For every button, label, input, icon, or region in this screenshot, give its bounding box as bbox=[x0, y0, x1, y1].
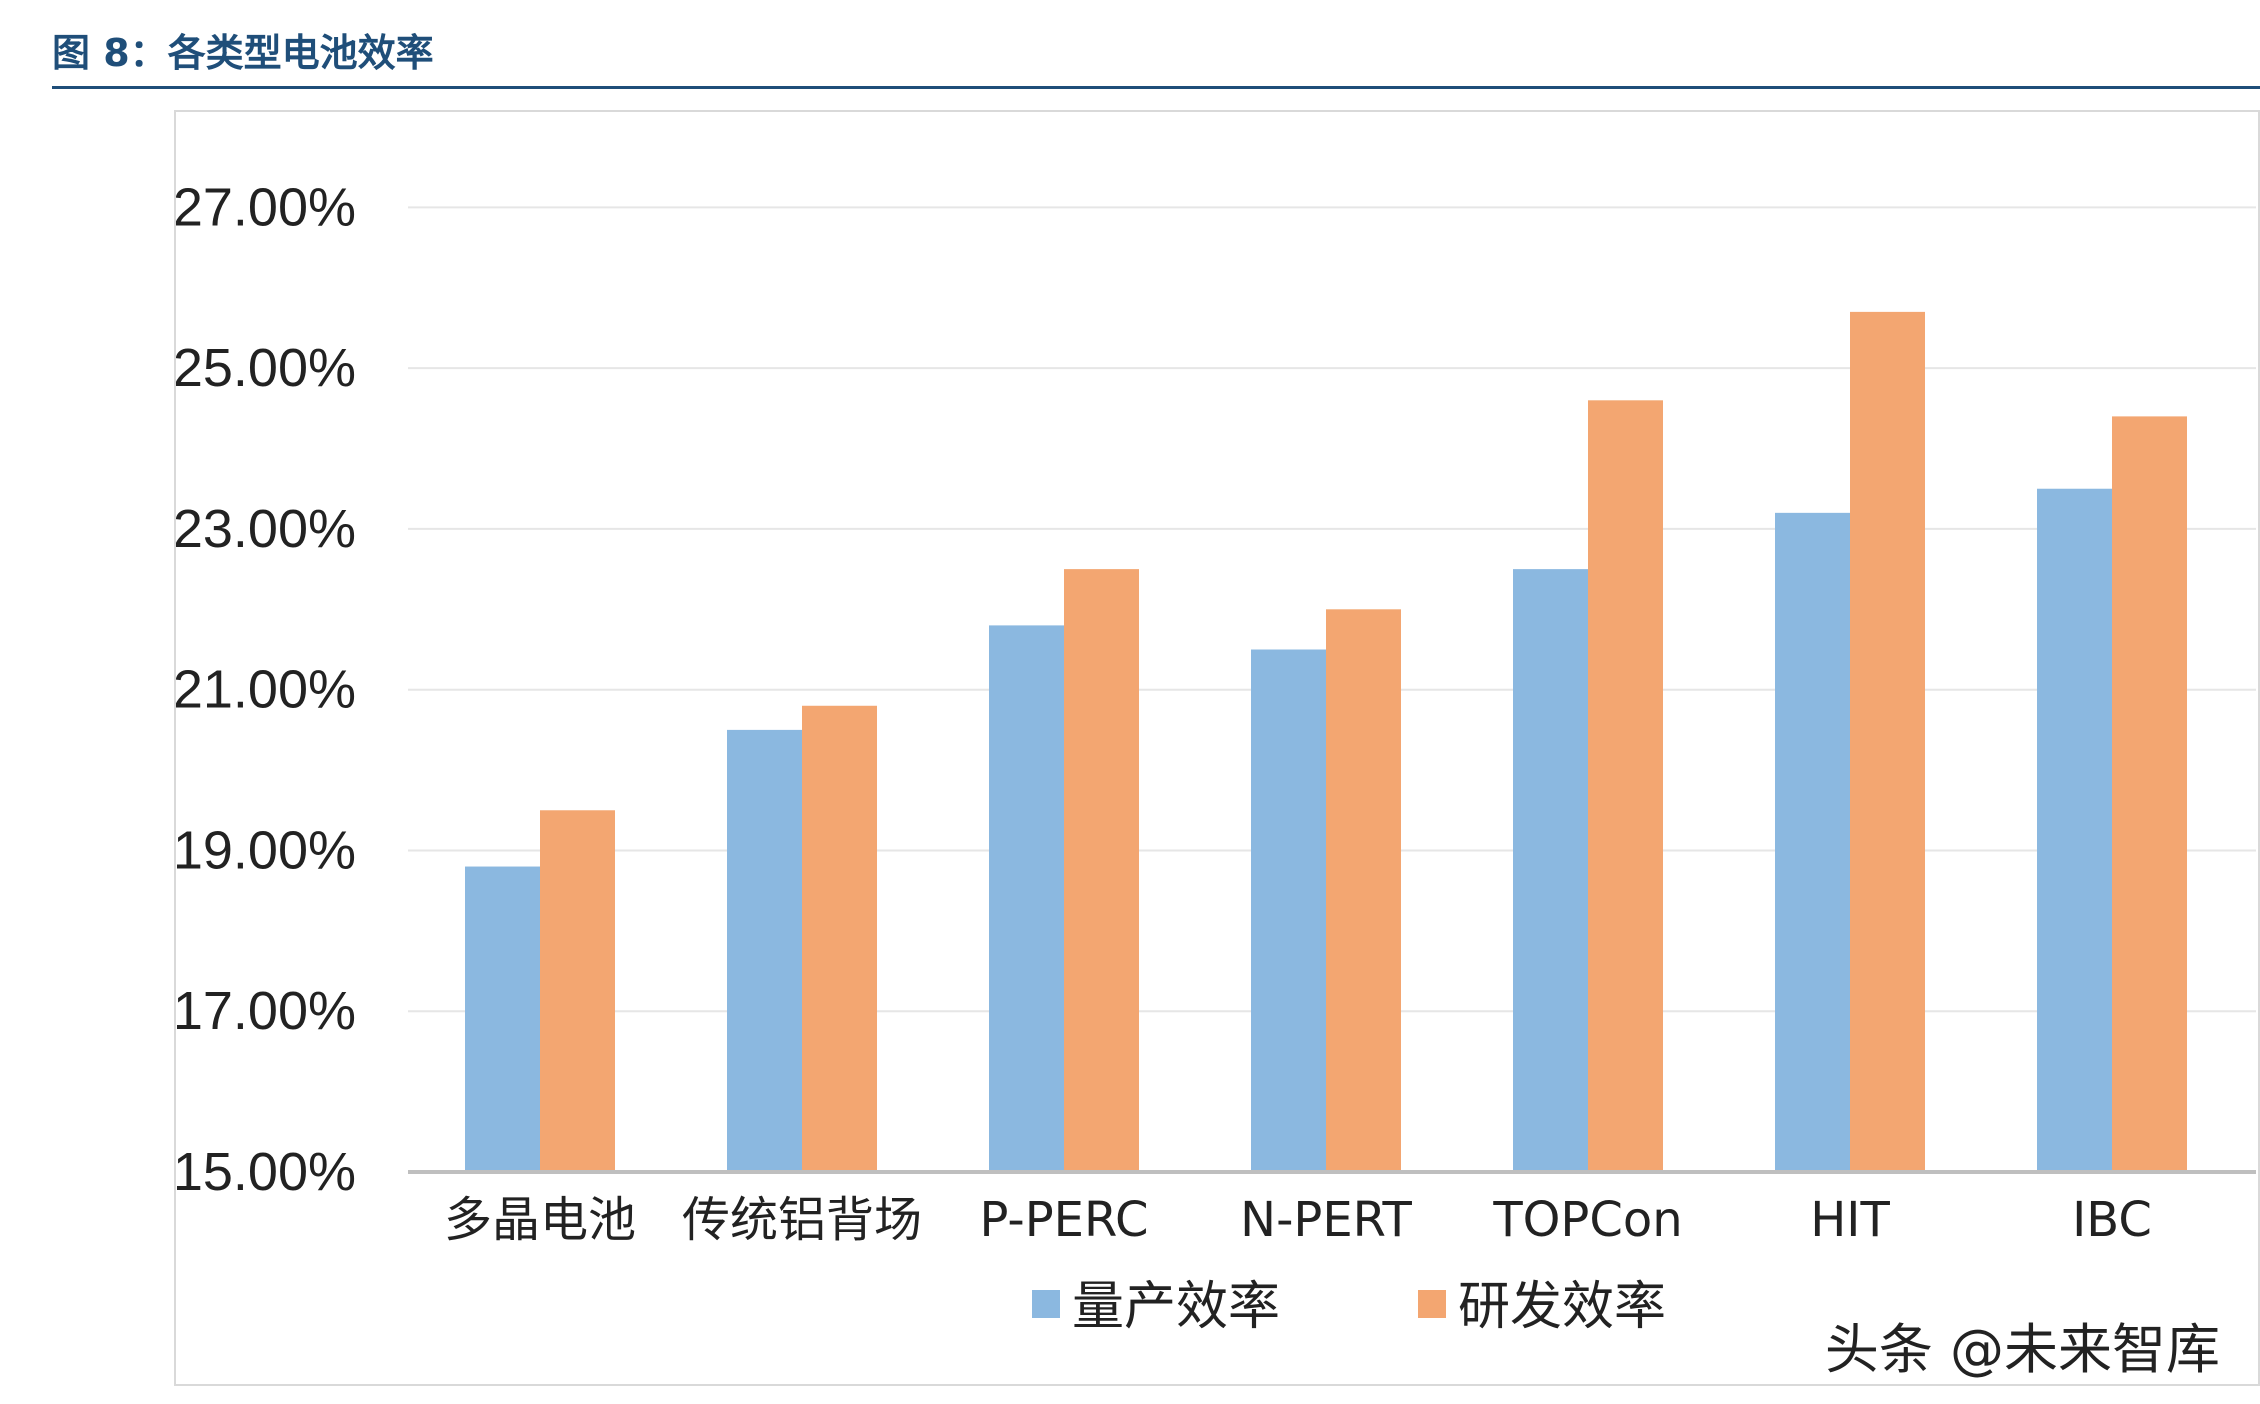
x-tick-label: IBC bbox=[2072, 1192, 2152, 1248]
y-tick-label: 25.00% bbox=[176, 338, 356, 398]
bar bbox=[1326, 609, 1401, 1172]
bar bbox=[727, 729, 802, 1172]
x-tick-label: HIT bbox=[1810, 1192, 1890, 1248]
y-tick-label: 19.00% bbox=[176, 820, 356, 880]
bar bbox=[1513, 569, 1588, 1172]
bar bbox=[1064, 569, 1139, 1172]
x-tick-label: 传统铝背场 bbox=[682, 1192, 922, 1248]
bar bbox=[465, 866, 540, 1172]
legend-swatch bbox=[1032, 1290, 1060, 1318]
legend-swatch bbox=[1418, 1290, 1446, 1318]
bar bbox=[2112, 416, 2187, 1172]
bar bbox=[802, 705, 877, 1172]
figure-title: 图 8：各类型电池效率 bbox=[52, 31, 434, 75]
chart-frame: 27.00% 25.00% 23.00% 21.00% 19.00% 17.00% 15.0… bbox=[174, 110, 2260, 1386]
y-tick-label: 23.00% bbox=[176, 499, 356, 559]
y-tick-label: 15.00% bbox=[176, 1142, 356, 1202]
y-tick-label: 21.00% bbox=[176, 660, 356, 720]
y-tick-label: 27.00% bbox=[176, 177, 356, 237]
bar bbox=[1588, 400, 1663, 1172]
legend-label: 研发效率 bbox=[1458, 1277, 1666, 1337]
x-tick-label: TOPCon bbox=[1492, 1192, 1682, 1248]
x-tick-label: P-PERC bbox=[980, 1192, 1149, 1248]
bar bbox=[989, 625, 1064, 1172]
x-tick-label: 多晶电池 bbox=[444, 1192, 636, 1248]
bar bbox=[1850, 311, 1925, 1172]
y-tick-label: 17.00% bbox=[176, 981, 356, 1041]
watermark: 头条 @未来智库 bbox=[1824, 1318, 2220, 1381]
bar bbox=[1251, 649, 1326, 1172]
bar bbox=[1775, 512, 1850, 1172]
bar bbox=[2037, 488, 2112, 1172]
title-divider bbox=[52, 86, 2260, 89]
bar-chart: 27.00% 25.00% 23.00% 21.00% 19.00% 17.00% 15.0… bbox=[176, 177, 2256, 1337]
legend-label: 量产效率 bbox=[1072, 1277, 1280, 1337]
bar bbox=[540, 810, 615, 1172]
x-tick-label: N-PERT bbox=[1240, 1192, 1412, 1248]
